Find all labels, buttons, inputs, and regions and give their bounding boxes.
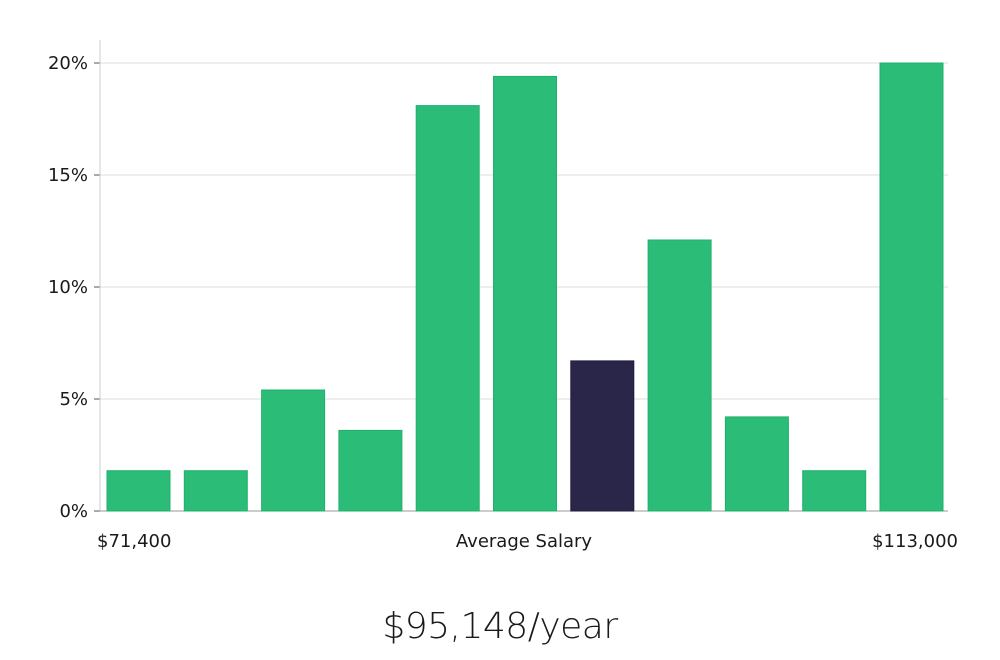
- average-salary-value: $95,148/year: [382, 606, 618, 647]
- bar: [106, 470, 171, 512]
- y-tick-label: 15%: [48, 165, 88, 186]
- salary-distribution-chart: 0% 5% 10% 15% 20% $71,400 Average Salary $11…: [48, 40, 958, 552]
- y-tick-labels: 0% 5% 10% 15% 20%: [48, 53, 88, 522]
- y-tick-label: 20%: [48, 53, 88, 74]
- bar: [338, 429, 403, 512]
- bar: [183, 470, 248, 512]
- bar: [415, 105, 480, 512]
- x-label-max: $113,000: [872, 531, 958, 552]
- bar: [647, 239, 712, 512]
- bar: [879, 62, 944, 512]
- y-tick-label: 5%: [59, 389, 88, 410]
- x-label-min: $71,400: [97, 531, 171, 552]
- x-label-center: Average Salary: [456, 531, 593, 552]
- bar: [802, 470, 867, 512]
- bar-highlighted: [570, 360, 635, 512]
- bar: [493, 75, 557, 512]
- y-tick-label: 10%: [48, 277, 88, 298]
- bar: [724, 416, 789, 512]
- bar: [261, 389, 326, 512]
- y-tick-label: 0%: [59, 501, 88, 522]
- bars: [106, 62, 944, 512]
